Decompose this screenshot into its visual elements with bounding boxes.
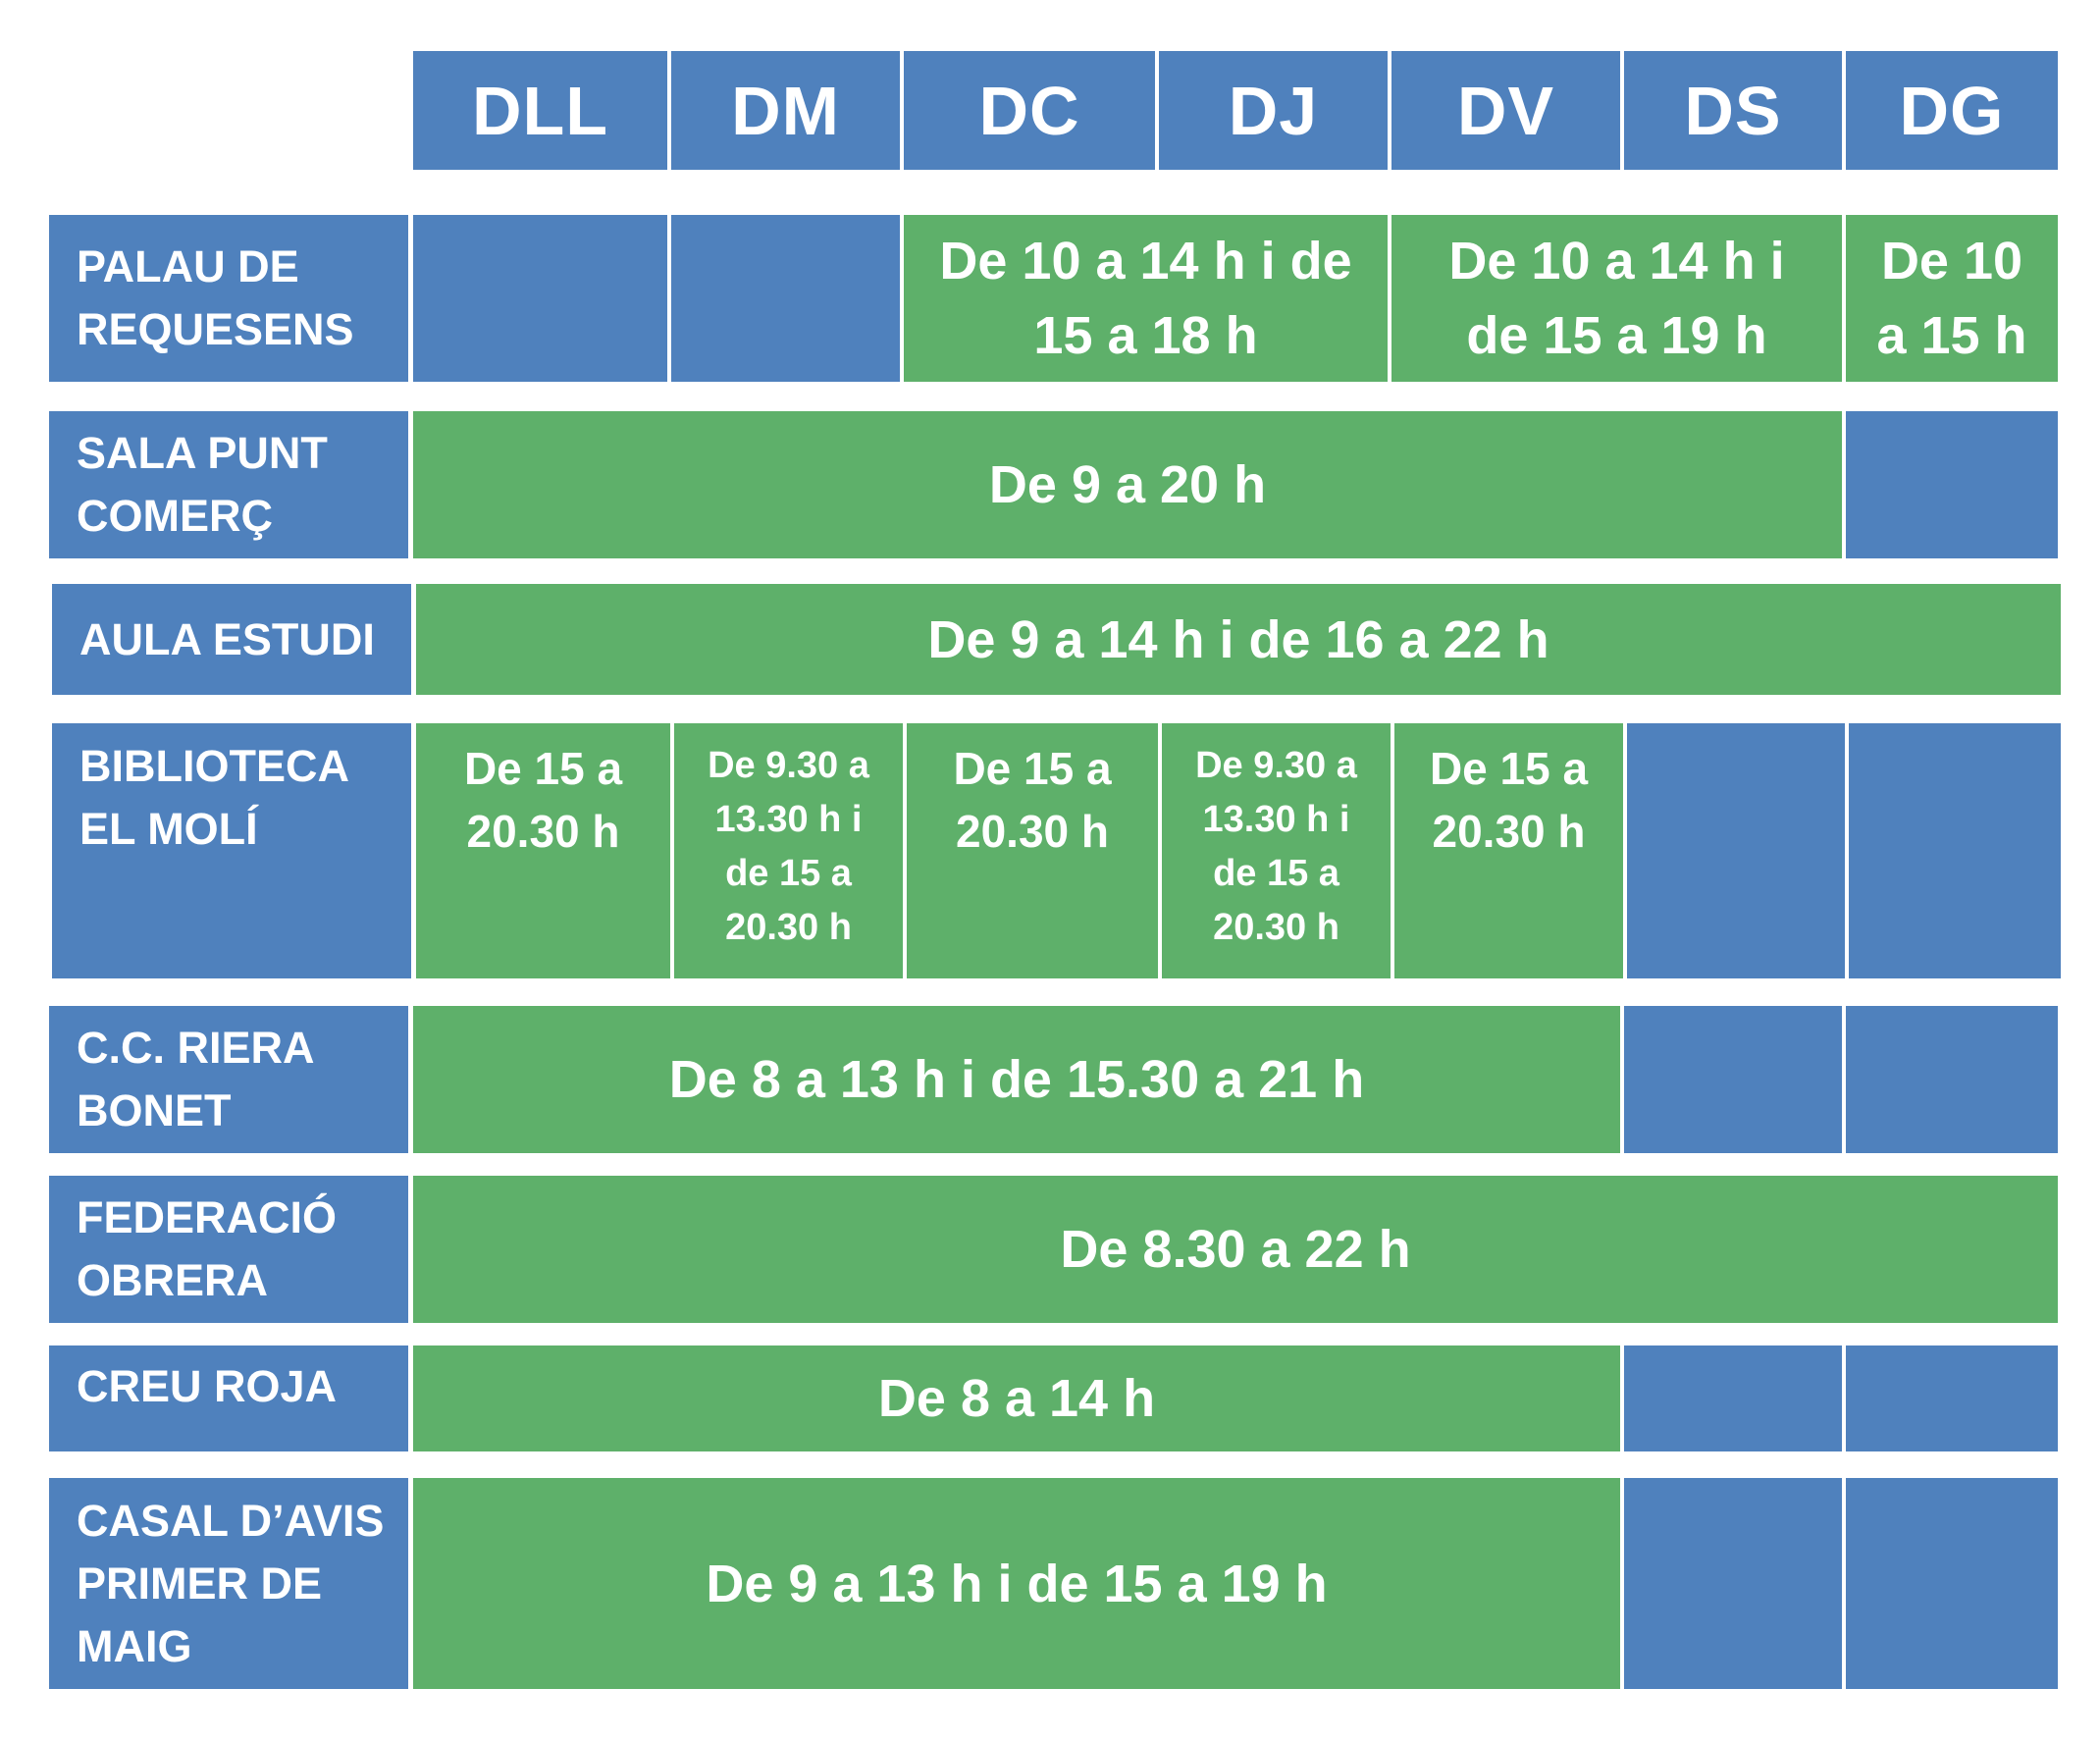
hours-biblioteca-dll: De 15 a 20.30 h bbox=[416, 723, 670, 978]
hours-biblioteca-dm: De 9.30 a 13.30 h i de 15 a 20.30 h bbox=[674, 723, 903, 978]
hours-palau-dv-ds: De 10 a 14 h i de 15 a 19 h bbox=[1391, 215, 1842, 382]
venue-federacio-obrera: FEDERACIÓ OBRERA bbox=[49, 1176, 408, 1323]
hours-sala-punt-comerc: De 9 a 20 h bbox=[413, 411, 1842, 558]
day-header-dm: DM bbox=[671, 51, 900, 170]
hours-casal-avis: De 9 a 13 h i de 15 a 19 h bbox=[413, 1478, 1620, 1689]
hours-creu-roja: De 8 a 14 h bbox=[413, 1345, 1620, 1451]
day-header-dll: DLL bbox=[413, 51, 667, 170]
closed-cell bbox=[413, 215, 667, 382]
day-header-dj: DJ bbox=[1159, 51, 1388, 170]
hours-biblioteca-dv: De 15 a 20.30 h bbox=[1394, 723, 1623, 978]
day-header-dc: DC bbox=[904, 51, 1155, 170]
venue-palau-requesens: PALAU DE REQUESENS bbox=[49, 215, 408, 382]
venue-creu-roja: CREU ROJA bbox=[49, 1345, 408, 1451]
closed-cell bbox=[1624, 1345, 1842, 1451]
closed-cell bbox=[671, 215, 900, 382]
closed-cell bbox=[1846, 411, 2058, 558]
venue-casal-avis: CASAL D’AVIS PRIMER DE MAIG bbox=[49, 1478, 408, 1689]
hours-federacio-obrera: De 8.30 a 22 h bbox=[413, 1176, 2058, 1323]
hours-cc-riera-bonet: De 8 a 13 h i de 15.30 a 21 h bbox=[413, 1006, 1620, 1153]
hours-biblioteca-dc: De 15 a 20.30 h bbox=[907, 723, 1158, 978]
day-header-ds: DS bbox=[1624, 51, 1842, 170]
hours-aula-estudi: De 9 a 14 h i de 16 a 22 h bbox=[416, 584, 2061, 695]
closed-cell bbox=[1627, 723, 1845, 978]
venue-sala-punt-comerc: SALA PUNT COMERÇ bbox=[49, 411, 408, 558]
day-header-dg: DG bbox=[1846, 51, 2058, 170]
day-header-dv: DV bbox=[1391, 51, 1620, 170]
closed-cell bbox=[1624, 1478, 1842, 1689]
closed-cell bbox=[1624, 1006, 1842, 1153]
venue-cc-riera-bonet: C.C. RIERA BONET bbox=[49, 1006, 408, 1153]
closed-cell bbox=[1846, 1478, 2058, 1689]
closed-cell bbox=[1849, 723, 2061, 978]
closed-cell bbox=[1846, 1006, 2058, 1153]
venue-biblioteca-el-moli: BIBLIOTECA EL MOLÍ bbox=[52, 723, 411, 978]
hours-palau-dc-dj: De 10 a 14 h i de 15 a 18 h bbox=[904, 215, 1388, 382]
closed-cell bbox=[1846, 1345, 2058, 1451]
hours-biblioteca-dj: De 9.30 a 13.30 h i de 15 a 20.30 h bbox=[1162, 723, 1391, 978]
venue-aula-estudi: AULA ESTUDI bbox=[52, 584, 411, 695]
hours-palau-dg: De 10 a 15 h bbox=[1846, 215, 2058, 382]
